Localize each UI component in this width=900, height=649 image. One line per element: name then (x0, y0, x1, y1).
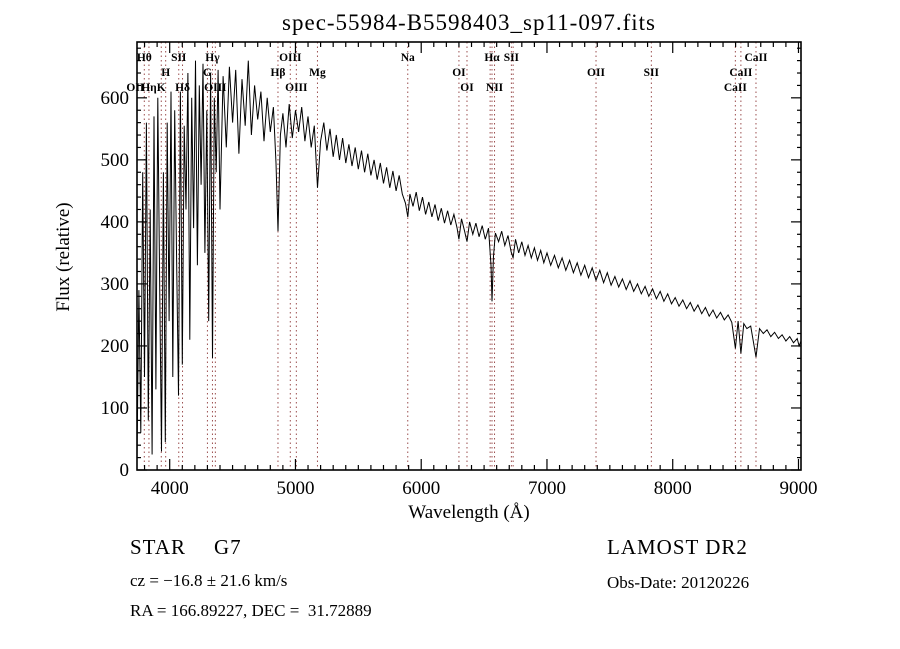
spectral-line-label: Hδ (175, 82, 190, 94)
spectral-line-markers (143, 42, 757, 470)
y-tick-labels: 0 100 200 300 400 500 600 (101, 88, 130, 481)
spectral-line-label: Hη (141, 82, 157, 94)
object-subclass: G7 (214, 535, 242, 559)
spectral-line-label: G (203, 67, 212, 79)
spectral-line-label: Na (401, 52, 415, 64)
plot-border (136, 41, 802, 471)
svg-text:600: 600 (101, 88, 130, 109)
svg-text:6000: 6000 (402, 478, 440, 499)
spectral-line-label: K (157, 82, 166, 94)
svg-text:5000: 5000 (276, 478, 314, 499)
object-class: STAR (130, 535, 186, 559)
spectral-line-label: CaII (744, 52, 768, 64)
svg-text:0: 0 (120, 460, 130, 481)
svg-text:400: 400 (101, 212, 130, 233)
svg-text:100: 100 (101, 398, 130, 419)
svg-text:300: 300 (101, 274, 130, 295)
spectral-line-label: H (161, 67, 170, 79)
ra-dec-value: RA = 166.89227, DEC = 31.72889 (130, 601, 372, 620)
spectral-line-label: SII (644, 67, 660, 79)
x-tick-labels: 4000 5000 6000 7000 8000 9000 (151, 478, 818, 499)
svg-text:7000: 7000 (528, 478, 566, 499)
spectral-line-label: SII (504, 52, 520, 64)
spectral-line-label: Hβ (270, 67, 285, 79)
spectral-line-label: Hα (484, 52, 500, 64)
spectral-line-label: Hγ (205, 52, 220, 64)
survey-release: LAMOST DR2 (607, 535, 748, 559)
spectral-line-label: OIII (279, 52, 302, 64)
svg-text:4000: 4000 (151, 478, 189, 499)
spectral-line-label: OIII (204, 82, 227, 94)
classification-line: STAR G7 (130, 535, 242, 560)
spectral-line-label: Mg (309, 67, 326, 79)
spectral-line-label: NII (486, 82, 504, 94)
spectral-line-label: CaII (729, 67, 753, 79)
spectral-line-label: OI (460, 82, 474, 94)
page-title: spec-55984-B5598403_sp11-097.fits (282, 10, 656, 35)
cz-value: cz = −16.8 ± 21.6 km/s (130, 571, 288, 590)
spectrum-trace (137, 60, 801, 458)
svg-text:8000: 8000 (654, 478, 692, 499)
svg-text:9000: 9000 (779, 478, 817, 499)
spectral-line-label: OII (587, 67, 605, 79)
spectral-line-label: OI (452, 67, 466, 79)
svg-text:200: 200 (101, 336, 130, 357)
y-axis-label: Flux (relative) (53, 202, 74, 312)
spectral-line-label: Hθ (137, 52, 152, 64)
spectral-line-label: OIII (285, 82, 308, 94)
spectral-line-label: SII (171, 52, 187, 64)
obs-date: Obs-Date: 20120226 (607, 573, 750, 592)
spectral-line-label: CaII (724, 82, 748, 94)
svg-text:500: 500 (101, 150, 130, 171)
x-axis-label: Wavelength (Å) (408, 502, 530, 523)
